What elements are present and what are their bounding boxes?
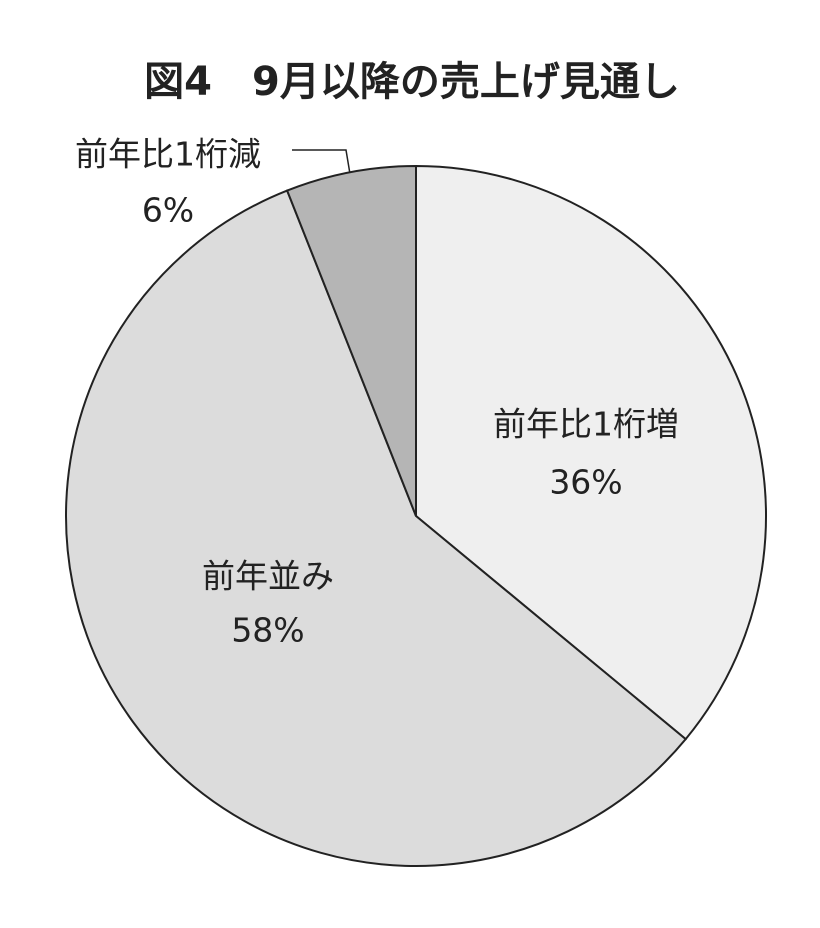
- slice-label: 前年比1桁減: [75, 135, 261, 174]
- value-label: 58%: [231, 611, 304, 650]
- pie-slice: [415, 164, 767, 741]
- slice-label: 前年比1桁増: [493, 405, 679, 444]
- chart-title: 図4 9月以降の売上げ見通し: [144, 59, 680, 105]
- value-label: 36%: [549, 463, 622, 502]
- pie-slice: [285, 164, 417, 517]
- pie-slice: [65, 189, 688, 867]
- value-label: 6%: [142, 191, 194, 230]
- slice-label: 前年並み: [202, 557, 334, 596]
